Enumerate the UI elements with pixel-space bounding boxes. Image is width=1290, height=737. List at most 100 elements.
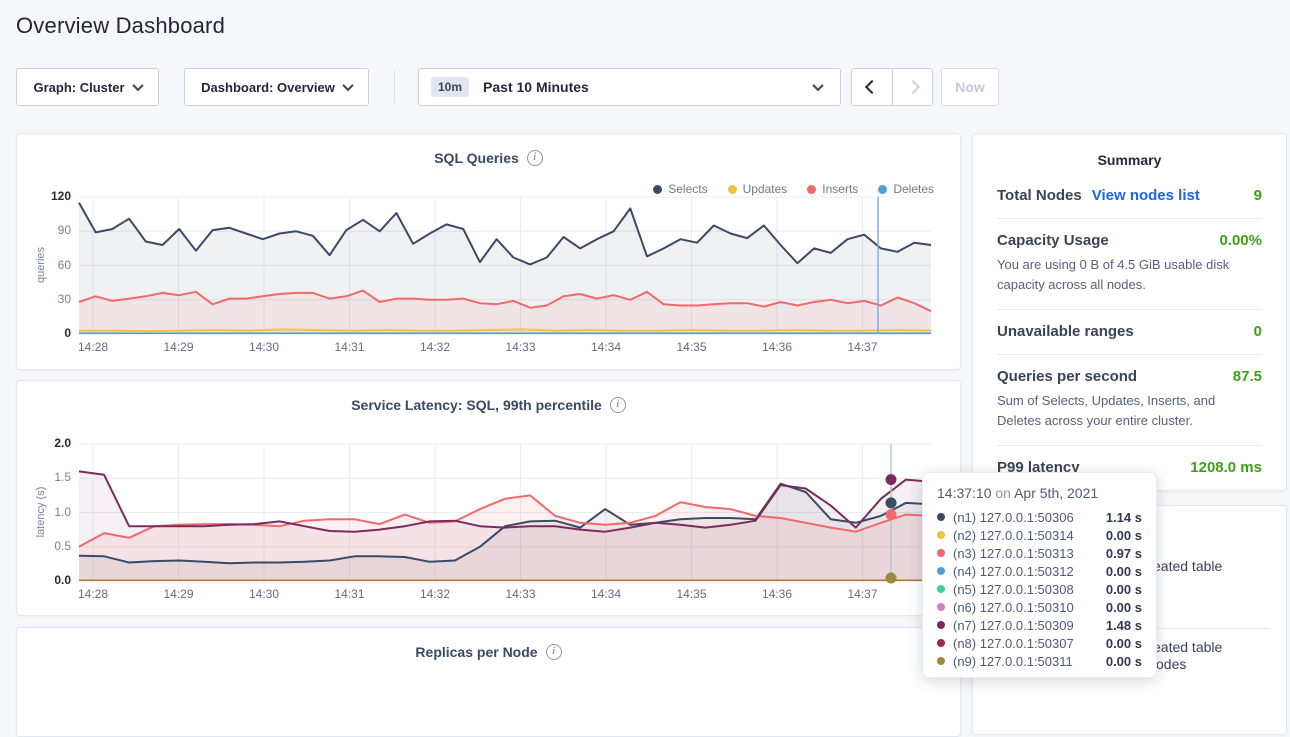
node-address: (n6) 127.0.0.1:50310 <box>953 599 1074 615</box>
qps-desc: Sum of Selects, Updates, Inserts, and De… <box>997 393 1216 428</box>
node-address: (n1) 127.0.0.1:50306 <box>953 509 1074 525</box>
summary-row-total-nodes: Total Nodes View nodes list 9 <box>997 174 1262 219</box>
legend-dot-icon <box>807 184 817 194</box>
x-tick-label: 14:29 <box>163 587 194 601</box>
time-range-picker[interactable]: 10m Past 10 Minutes <box>418 68 841 106</box>
legend-item-inserts[interactable]: Inserts <box>807 182 858 196</box>
node-color-dot-icon <box>937 585 945 593</box>
node-address: (n4) 127.0.0.1:50312 <box>953 563 1074 579</box>
tooltip-node-row: (n3) 127.0.0.1:50313 0.97 s <box>937 544 1142 562</box>
info-icon[interactable]: i <box>545 644 562 660</box>
y-tick-label: 0 <box>64 326 71 340</box>
summary-row-qps: Queries per second 87.5 Sum of Selects, … <box>997 355 1262 446</box>
p99-latency-value: 1208.0 ms <box>1190 459 1262 476</box>
legend-item-updates[interactable]: Updates <box>727 182 787 196</box>
time-prev-button[interactable] <box>852 69 892 105</box>
sql-queries-plot[interactable] <box>78 196 932 335</box>
info-icon[interactable]: i <box>526 150 543 166</box>
event-text-fragment: eated table <box>1153 639 1223 655</box>
time-range-badge: 10m <box>431 77 470 97</box>
total-nodes-value: 9 <box>1253 187 1262 204</box>
now-button[interactable]: Now <box>941 68 999 106</box>
toolbar-divider <box>394 70 395 103</box>
tooltip-node-row: (n4) 127.0.0.1:50312 0.00 s <box>937 562 1142 580</box>
x-tick-label: 14:32 <box>419 587 451 601</box>
chevron-left-icon <box>864 79 880 95</box>
view-nodes-list-link[interactable]: View nodes list <box>1091 187 1200 204</box>
legend-label: Deletes <box>893 182 934 196</box>
info-icon[interactable]: i <box>609 397 626 413</box>
replicas-per-node-chart-card: Replicas per Node i <box>16 627 961 737</box>
node-color-dot-icon <box>937 621 945 629</box>
page-title: Overview Dashboard <box>16 13 226 38</box>
summary-title: Summary <box>1097 152 1162 168</box>
events-divider <box>1153 628 1270 629</box>
unavailable-ranges-value: 0 <box>1253 323 1262 340</box>
service-latency-chart-title: Service Latency: SQL, 99th percentile <box>351 397 602 413</box>
sql-queries-chart-title: SQL Queries <box>434 150 519 166</box>
x-tick-label: 14:30 <box>248 587 280 601</box>
service-latency-chart-card: Service Latency: SQL, 99th percentile i … <box>16 380 961 616</box>
y-tick-label: 0.0 <box>54 573 71 587</box>
x-tick-label: 14:30 <box>248 340 280 354</box>
graph-selector-label: Graph: Cluster <box>33 79 125 95</box>
capacity-usage-desc: You are using 0 B of 4.5 GiB usable disk… <box>997 257 1230 292</box>
legend-dot-icon <box>653 184 663 194</box>
tooltip-timestamp: 14:37:10 on Apr 5th, 2021 <box>937 485 1099 501</box>
sql-queries-legend: Selects Updates Inserts Deletes <box>653 182 934 196</box>
x-tick-label: 14:33 <box>505 587 536 601</box>
x-tick-label: 14:35 <box>676 587 707 601</box>
node-color-dot-icon <box>937 513 945 521</box>
chevron-down-icon <box>342 79 354 92</box>
chevron-down-icon <box>812 79 824 92</box>
unavailable-ranges-label: Unavailable ranges <box>997 323 1134 340</box>
time-step-buttons <box>851 68 933 106</box>
summary-row-capacity: Capacity Usage 0.00% You are using 0 B o… <box>997 219 1262 310</box>
node-address: (n5) 127.0.0.1:50308 <box>953 581 1074 597</box>
dashboard-selector-button[interactable]: Dashboard: Overview <box>184 68 369 106</box>
node-address: (n9) 127.0.0.1:50311 <box>953 653 1073 669</box>
y-tick-label: 1.0 <box>54 504 71 519</box>
chart-hover-tooltip: 14:37:10 on Apr 5th, 2021 (n1) 127.0.0.1… <box>922 472 1157 678</box>
x-tick-label: 14:32 <box>419 340 451 354</box>
sql-queries-chart-card: SQL Queries i Selects Updates Inserts Delet… <box>16 133 961 370</box>
x-tick-label: 14:37 <box>847 587 878 601</box>
x-tick-label: 14:34 <box>590 340 622 354</box>
event-text-fragment: eated table <box>1153 558 1223 574</box>
time-next-button[interactable] <box>892 69 932 105</box>
node-latency-value: 0.00 s <box>1105 653 1142 669</box>
x-tick-label: 14:28 <box>77 587 109 601</box>
capacity-usage-label: Capacity Usage <box>997 232 1109 249</box>
service-latency-plot[interactable] <box>78 443 932 584</box>
node-color-dot-icon <box>937 657 945 665</box>
node-latency-value: 0.00 s <box>1105 527 1142 543</box>
node-latency-value: 0.00 s <box>1105 635 1142 651</box>
node-latency-value: 0.00 s <box>1105 599 1142 615</box>
chart-title-row: Service Latency: SQL, 99th percentile i <box>17 397 960 413</box>
node-latency-value: 1.48 s <box>1105 617 1142 633</box>
y-tick-label: 120 <box>50 189 71 203</box>
y-tick-label: 0.5 <box>54 538 71 553</box>
x-tick-label: 14:36 <box>761 587 793 601</box>
qps-label: Queries per second <box>997 368 1138 385</box>
tooltip-node-row: (n8) 127.0.0.1:50307 0.00 s <box>937 634 1142 652</box>
legend-label: Inserts <box>822 182 859 196</box>
legend-item-selects[interactable]: Selects <box>653 182 708 196</box>
x-tick-label: 14:37 <box>847 340 878 354</box>
legend-item-deletes[interactable]: Deletes <box>878 182 934 196</box>
node-address: (n3) 127.0.0.1:50313 <box>953 545 1074 561</box>
tooltip-node-row: (n6) 127.0.0.1:50310 0.00 s <box>937 598 1142 616</box>
graph-selector-button[interactable]: Graph: Cluster <box>16 68 159 106</box>
x-tick-label: 14:35 <box>676 340 707 354</box>
x-tick-label: 14:36 <box>761 340 793 354</box>
legend-label: Selects <box>668 182 708 196</box>
x-tick-label: 14:31 <box>334 587 365 601</box>
x-tick-label: 14:34 <box>590 587 622 601</box>
node-color-dot-icon <box>937 639 945 647</box>
node-latency-value: 1.14 s <box>1105 509 1142 525</box>
node-address: (n8) 127.0.0.1:50307 <box>953 635 1074 651</box>
y-tick-label: 60 <box>57 257 71 272</box>
node-latency-value: 0.00 s <box>1105 563 1142 579</box>
tooltip-node-row: (n2) 127.0.0.1:50314 0.00 s <box>937 526 1142 544</box>
node-color-dot-icon <box>937 531 945 539</box>
